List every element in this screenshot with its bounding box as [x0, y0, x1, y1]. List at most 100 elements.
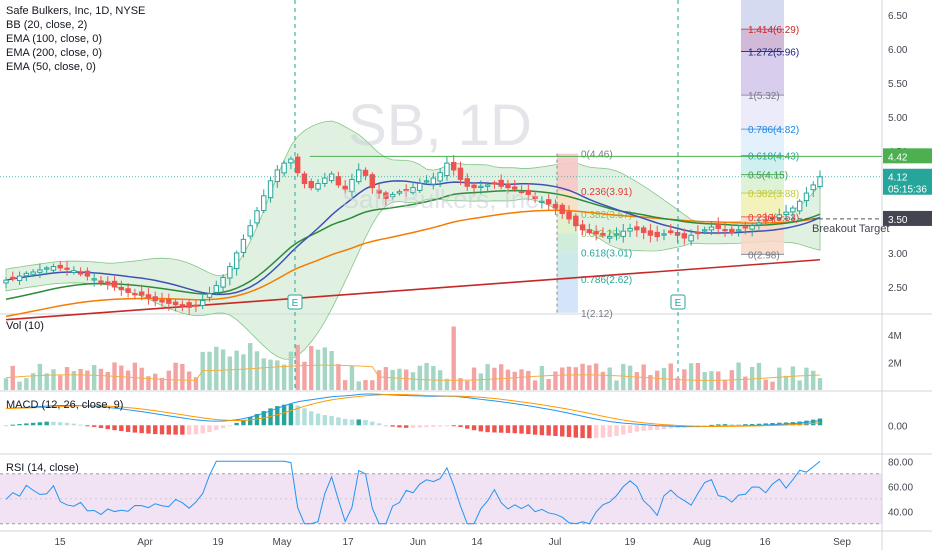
- candle: [661, 233, 667, 236]
- volume-bar: [614, 380, 619, 390]
- macd-hist-bar: [71, 423, 77, 426]
- volume-bar: [424, 362, 429, 390]
- volume-bar: [756, 362, 762, 390]
- candle: [559, 204, 565, 214]
- macd-legend[interactable]: MACD (12, 26, close, 9): [6, 399, 124, 411]
- volume-bar: [37, 363, 43, 390]
- fib-right-zone: [741, 193, 784, 217]
- volume-bar: [363, 380, 368, 390]
- macd-hist-bar: [37, 422, 43, 426]
- volume-bar: [132, 362, 138, 390]
- macd-hist-bar: [458, 425, 463, 428]
- macd-hist-bar: [349, 419, 355, 426]
- volume-bar: [322, 347, 328, 390]
- volume-bar: [159, 377, 165, 390]
- volume-bar: [288, 351, 294, 390]
- candle: [328, 173, 335, 182]
- volume-bar: [560, 367, 565, 390]
- indicator-bb[interactable]: BB (20, close, 2): [6, 19, 88, 31]
- macd-hist-bar: [363, 420, 368, 426]
- volume-bar: [390, 369, 395, 390]
- volume-bar: [573, 367, 578, 390]
- candle: [437, 172, 443, 182]
- volume-bar: [51, 369, 56, 390]
- macd-hist-bar: [125, 425, 131, 432]
- candle: [193, 304, 199, 307]
- volume-bar: [139, 367, 144, 390]
- macd-hist-bar: [519, 425, 524, 434]
- macd-hist-bar: [376, 423, 382, 426]
- candle: [607, 236, 613, 239]
- earnings-marker-box: [287, 294, 303, 310]
- macd-hist-bar: [451, 425, 456, 427]
- candle: [708, 226, 715, 231]
- indicator-ema100[interactable]: EMA (100, close, 0): [6, 33, 102, 45]
- volume-bar: [478, 373, 484, 390]
- candle: [301, 173, 308, 185]
- rsi-line: [5, 460, 821, 525]
- volume-bar: [797, 380, 802, 390]
- candle: [457, 167, 464, 180]
- candle: [749, 225, 755, 230]
- macd-hist-bar: [749, 424, 755, 426]
- volume-legend[interactable]: Vol (10): [6, 320, 44, 332]
- candle: [274, 169, 281, 182]
- indicator-ema50[interactable]: EMA (50, close, 0): [6, 61, 96, 73]
- rsi-legend[interactable]: RSI (14, close): [6, 462, 79, 474]
- volume-bar: [180, 363, 185, 390]
- volume-bar: [153, 373, 158, 390]
- candle: [138, 291, 145, 296]
- candle: [383, 192, 389, 200]
- macd-hist-bar: [431, 425, 436, 427]
- macd-hist-bar: [580, 425, 585, 439]
- macd-hist-bar: [98, 425, 104, 429]
- macd-hist-bar: [281, 404, 287, 426]
- candle: [77, 272, 84, 275]
- macd-hist-bar: [58, 422, 63, 426]
- indicator-ema200[interactable]: EMA (200, close, 0): [6, 47, 102, 59]
- macd-signal-line: [5, 394, 821, 427]
- volume-bar: [30, 373, 36, 390]
- time-axis-tick: 14: [471, 537, 483, 548]
- macd-hist-bar: [634, 425, 640, 432]
- macd-hist-bar: [539, 425, 545, 436]
- volume-bar: [783, 375, 789, 390]
- macd-hist-bar: [30, 422, 36, 426]
- last-price-tag: 4.12: [888, 173, 908, 184]
- time-axis-tick: Jun: [410, 537, 426, 548]
- time-axis-tick: May: [273, 537, 292, 548]
- volume-bar: [44, 373, 49, 390]
- macd-hist-bar: [729, 424, 735, 426]
- macd-hist-bar: [234, 422, 239, 426]
- volume-bar: [763, 379, 768, 390]
- fib-right-label: 1.272(5.96): [748, 48, 799, 59]
- fib-left-label: 0.618(3.01): [581, 248, 632, 259]
- rsi-axis-tick: 80.00: [888, 457, 913, 468]
- candle: [294, 156, 301, 174]
- volume-bar: [593, 363, 599, 390]
- volume-bar: [580, 363, 585, 390]
- volume-bar: [675, 377, 680, 390]
- volume-bar: [336, 364, 341, 390]
- macd-hist-bar: [424, 425, 429, 428]
- fib-left-zone: [557, 153, 578, 192]
- last-price-tag-box: [883, 168, 932, 195]
- volume-bar: [64, 367, 70, 390]
- macd-hist-bar: [560, 425, 565, 437]
- fib-left-label: 0.786(2.62): [581, 275, 632, 286]
- volume-bar: [410, 372, 416, 390]
- candle: [213, 285, 219, 293]
- macd-hist-bar: [817, 418, 823, 426]
- volume-bar: [241, 354, 246, 390]
- candle: [389, 193, 396, 198]
- candle: [790, 207, 796, 213]
- earnings-marker: E: [675, 298, 682, 309]
- fib-right-label: 0(2.98): [748, 250, 780, 261]
- chart-title[interactable]: Safe Bulkers, Inc, 1D, NYSE: [6, 5, 146, 17]
- price-axis-tick: 6.50: [888, 11, 908, 22]
- volume-bar: [342, 380, 348, 390]
- macd-hist-bar: [139, 425, 144, 434]
- candle: [267, 180, 274, 199]
- volume-ma-line: [5, 364, 821, 381]
